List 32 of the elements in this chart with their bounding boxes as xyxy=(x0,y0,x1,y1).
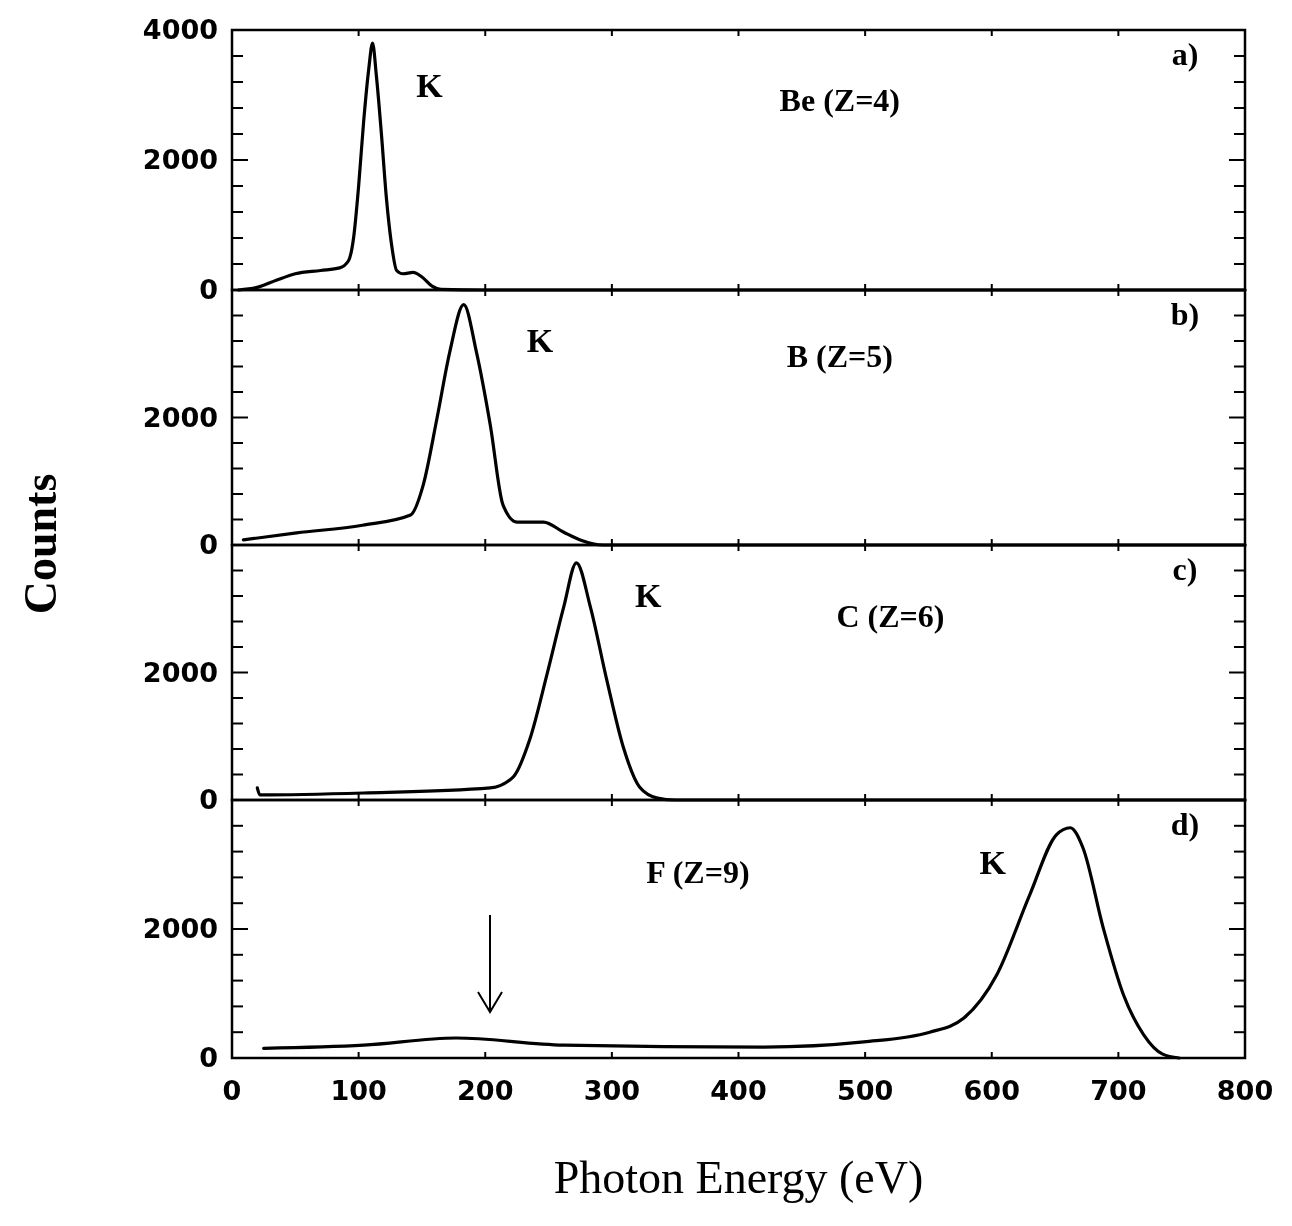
y-tick-label: 0 xyxy=(199,1042,218,1074)
text: Be (Z=4) xyxy=(779,81,901,118)
y-tick-label: 0 xyxy=(199,274,218,306)
x-tick-label: 300 xyxy=(583,1075,641,1106)
x-tick-label: 400 xyxy=(710,1075,767,1106)
annotation: a) xyxy=(1171,36,1199,72)
y-tick-label: 2000 xyxy=(142,656,218,688)
annotation: K xyxy=(416,66,444,104)
annotation: d) xyxy=(1170,806,1200,842)
x-tick-label: 800 xyxy=(1216,1075,1274,1106)
x-tick-label: 500 xyxy=(836,1075,894,1106)
annotation: K xyxy=(979,843,1007,881)
annotation: c) xyxy=(1172,551,1198,587)
x-tick-label: 200 xyxy=(457,1075,514,1106)
y-tick-label: 2000 xyxy=(142,913,218,945)
annotation: K xyxy=(635,576,663,614)
text: B (Z=5) xyxy=(786,337,893,374)
y-tick-label: 0 xyxy=(199,784,218,816)
y-axis-title: Counts xyxy=(15,473,66,615)
x-tick-label: 0 xyxy=(222,1075,242,1106)
text: F (Z=9) xyxy=(646,853,750,890)
x-tick-label: 700 xyxy=(1090,1075,1147,1106)
text: C (Z=6) xyxy=(836,597,945,634)
y-tick-label: 4000 xyxy=(142,14,218,46)
annotation: b) xyxy=(1170,296,1200,332)
annotation: K xyxy=(526,321,554,359)
y-tick-label: 0 xyxy=(199,529,218,561)
x-tick-label: 600 xyxy=(963,1075,1020,1106)
y-tick-label: 2000 xyxy=(142,144,218,176)
x-axis-title: Photon Energy (eV) xyxy=(553,1152,924,1203)
x-tick-label: 100 xyxy=(330,1075,387,1106)
y-tick-label: 2000 xyxy=(142,401,218,433)
